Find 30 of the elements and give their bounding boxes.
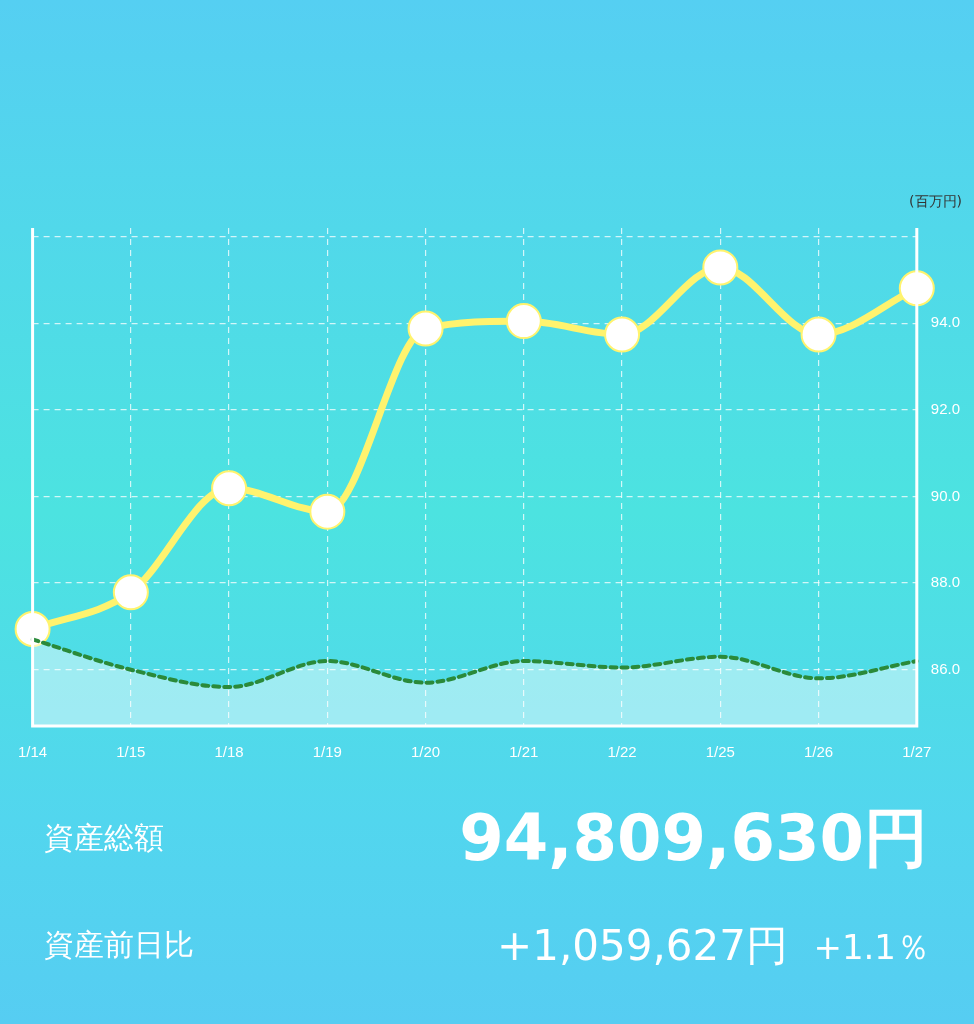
point — [604, 316, 641, 353]
x-tick-label: 1/18 — [214, 743, 244, 761]
x-tick-label: 1/19 — [312, 743, 342, 761]
x-tick-label: 1/26 — [803, 743, 834, 761]
y-tick-label: 90.0 — [930, 486, 961, 504]
y-tick-label: 92.0 — [930, 400, 961, 418]
y-axis-title: (百万円) — [909, 193, 962, 209]
text: +1,059,627円 — [497, 920, 788, 972]
text: 資産前日比 — [44, 926, 194, 964]
text: 94,809,630円 — [459, 800, 928, 877]
point — [898, 270, 935, 307]
y-tick-label: 94.0 — [930, 313, 961, 331]
point — [407, 310, 444, 347]
x-tick-label: 1/25 — [705, 743, 735, 761]
point — [211, 470, 248, 507]
x-tick-label: 1/14 — [18, 743, 48, 761]
x-tick-label: 1/20 — [410, 743, 441, 761]
x-tick-label: 1/21 — [509, 743, 539, 761]
text: +1.1％ — [813, 926, 930, 969]
x-tick-label: 1/15 — [116, 743, 146, 761]
point — [702, 249, 739, 286]
point — [505, 303, 542, 340]
x-tick-label: 1/22 — [607, 743, 637, 761]
y-tick-label: 86.0 — [930, 659, 961, 677]
point — [309, 493, 346, 530]
text: 資産総額 — [44, 819, 164, 857]
point — [112, 574, 149, 611]
point — [800, 316, 837, 353]
y-tick-label: 88.0 — [930, 573, 961, 591]
x-tick-label: 1/27 — [902, 743, 932, 761]
